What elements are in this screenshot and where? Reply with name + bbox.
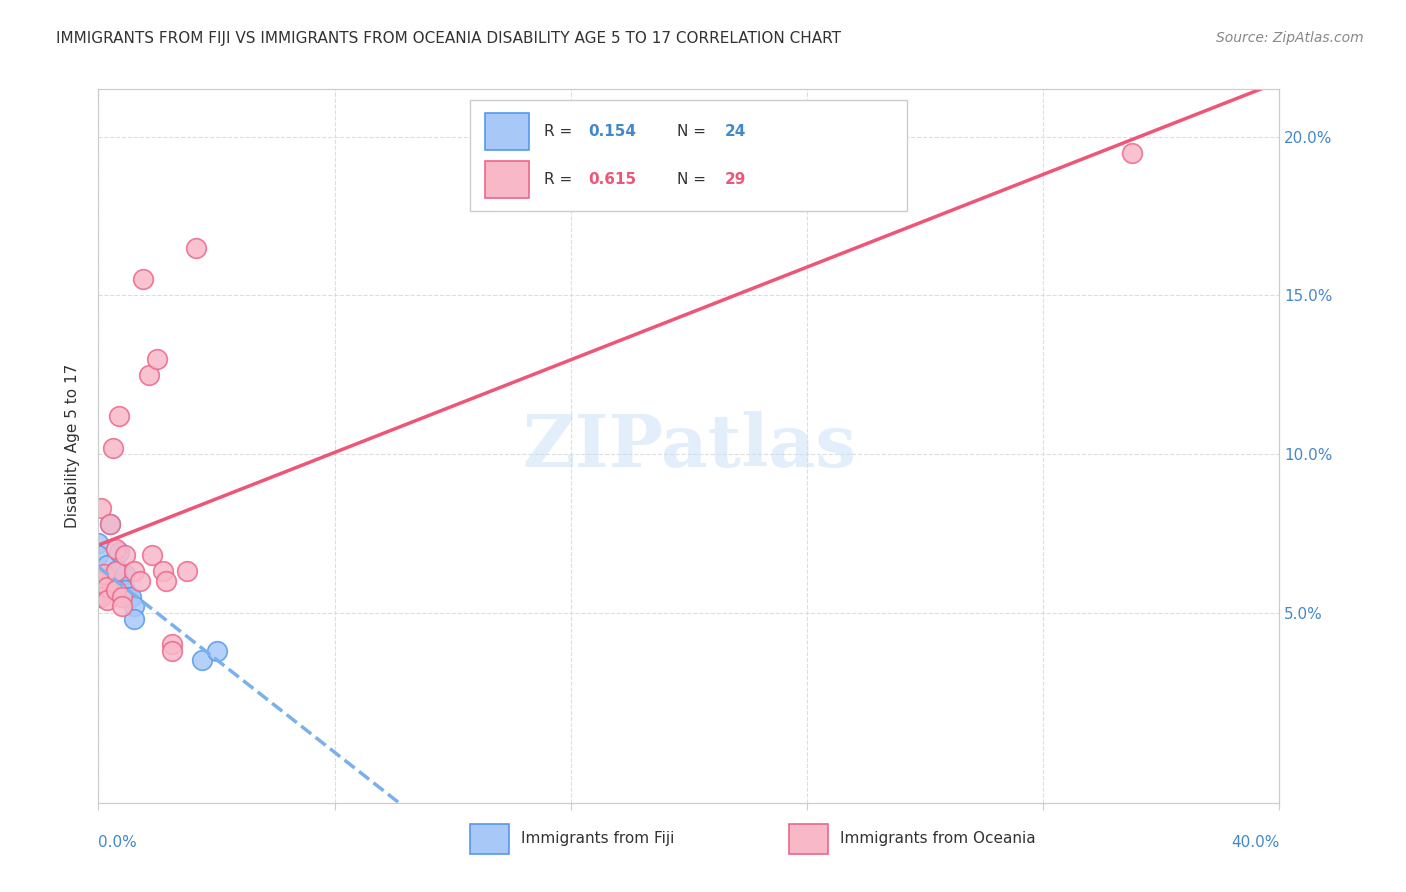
Text: 24: 24 [724,124,745,139]
Point [114,549,136,563]
Point [120,590,142,604]
Point [105,564,128,578]
Point [108,409,131,423]
Point [105,564,128,578]
Point [162,643,183,657]
Point [93,580,115,594]
Point [87,574,110,588]
Point [103,567,125,582]
Point [105,583,128,598]
Point [90,500,112,515]
Text: 0.615: 0.615 [589,171,637,186]
Point [114,583,136,598]
FancyBboxPatch shape [471,824,509,855]
Point [90,590,112,604]
FancyBboxPatch shape [485,161,530,198]
FancyBboxPatch shape [485,112,530,150]
Point [152,564,174,578]
Point [87,590,110,604]
Text: R =: R = [544,171,576,186]
Point [96,558,118,572]
Point [141,549,163,563]
Text: Source: ZipAtlas.com: Source: ZipAtlas.com [1216,31,1364,45]
Point [103,583,125,598]
Point [87,571,110,585]
Text: R =: R = [544,124,576,139]
Text: IMMIGRANTS FROM FIJI VS IMMIGRANTS FROM OCEANIA DISABILITY AGE 5 TO 17 CORRELATI: IMMIGRANTS FROM FIJI VS IMMIGRANTS FROM … [56,31,841,46]
Point [98,516,121,531]
Point [122,612,145,626]
Point [191,653,214,667]
Point [114,567,136,582]
Point [146,351,169,366]
Text: N =: N = [678,171,711,186]
Text: 0.154: 0.154 [589,124,637,139]
Point [87,549,110,563]
Point [111,590,134,604]
Point [111,580,134,594]
Point [205,643,228,657]
FancyBboxPatch shape [471,100,907,211]
Point [105,542,128,557]
Text: 0.0%: 0.0% [98,835,138,850]
Text: Immigrants from Oceania: Immigrants from Oceania [841,831,1036,846]
Point [162,637,183,651]
Point [96,592,118,607]
Point [132,272,155,286]
Point [155,574,177,588]
Point [98,516,121,531]
Text: N =: N = [678,124,711,139]
Text: 40.0%: 40.0% [1232,835,1279,850]
Point [122,564,145,578]
Point [96,580,118,594]
Point [1121,145,1143,160]
Point [87,580,110,594]
Point [176,564,198,578]
Point [111,599,134,614]
Text: Immigrants from Fiji: Immigrants from Fiji [522,831,675,846]
Point [103,441,125,455]
Point [87,535,110,549]
Point [103,574,125,588]
Point [108,564,131,578]
Point [93,567,115,582]
Point [108,545,131,559]
Point [87,580,110,594]
Point [122,599,145,614]
Point [138,368,160,382]
Text: ZIPatlas: ZIPatlas [522,410,856,482]
Point [117,590,139,604]
Point [128,574,150,588]
Text: 29: 29 [724,171,745,186]
Point [184,241,207,255]
Y-axis label: Disability Age 5 to 17: Disability Age 5 to 17 [65,364,80,528]
Point [87,583,110,598]
FancyBboxPatch shape [789,824,828,855]
